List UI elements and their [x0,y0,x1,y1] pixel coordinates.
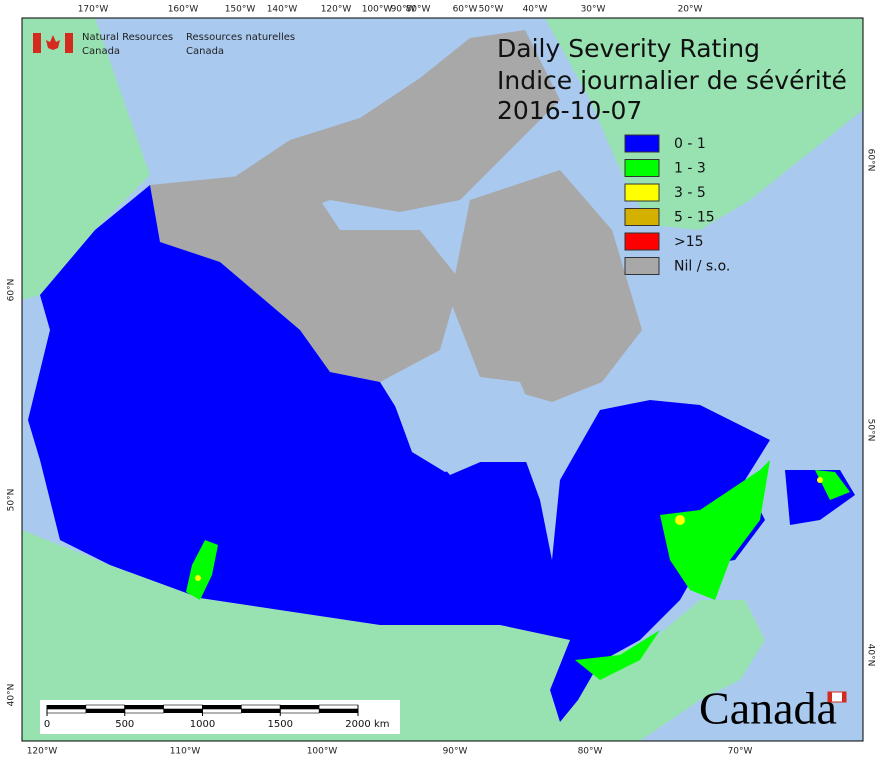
title: 2016-10-07 [497,96,642,125]
legend-swatch [624,257,660,275]
wordmark-text: Canada [699,683,837,734]
yellow-spot [675,515,685,525]
legend-swatch [624,134,660,153]
baffin [450,170,642,402]
nrcan-logo: Natural Resources Canada Ressources natu… [33,32,295,57]
scale-segment [280,705,320,709]
scale-label: 1500 [268,719,293,730]
on-green [575,630,660,680]
title: Daily Severity Rating [497,34,760,63]
graticule-label: 60°N [866,149,876,172]
graticule-label: 160°W [168,5,199,15]
frame [21,17,864,742]
legend-swatch [624,208,660,226]
scale-label: 2000 [345,719,370,730]
graticule-label: 50°N [7,489,17,512]
graticule-label: 20°W [678,5,703,15]
graticule-label: 60°W [453,5,478,15]
scale-segment [318,704,359,710]
graticule-label: 50°W [479,5,504,15]
org-fr: Ressources naturelles [186,32,295,43]
legend-label: >15 [674,234,704,250]
wordmark: Canada [699,683,847,734]
scale-segment [319,709,358,713]
org-en: Canada [82,46,120,57]
graticule-label: 120°W [321,5,352,15]
scale-segment [279,708,320,714]
legend-label: Nil / s.o. [674,259,730,275]
ab-green [186,540,218,600]
legend: 0 - 1 1 - 3 3 - 5 5 - 15 >15 Nil / s.o. [624,134,730,275]
graticule-label: 90°W [443,747,468,757]
scale-segment [47,705,86,709]
scale-bar: 0 500 1000 1500 2000 km [44,704,390,730]
graticule-label: 170°W [78,5,109,15]
legend-label: 0 - 1 [674,136,706,152]
scale-segment [202,708,242,714]
maple-leaf [46,35,60,50]
yellow-spot [195,575,201,581]
legend-swatch [624,183,660,202]
title: Indice journalier de sévérité [497,66,847,95]
graticule-label: 140°W [267,5,298,15]
scale-segment [241,709,281,713]
graticule-label: 70°W [728,747,753,757]
graticule-label: 90°W [391,5,416,15]
graticule-label: 40°N [7,684,17,707]
scale-label: 1000 [190,719,215,730]
scale-label: 500 [115,719,134,730]
graticule-label: 100°W [307,747,338,757]
canada-active [28,185,770,722]
graticule-label: 150°W [225,5,256,15]
scale-segment [163,709,203,713]
arctic-islands [230,30,560,222]
scale-label: 0 [44,719,50,730]
legend-swatch [624,159,660,177]
legend-label: 5 - 15 [674,210,715,226]
org-fr: Canada [186,46,224,57]
legend-label: 1 - 3 [674,161,706,177]
flag-bar [33,33,41,53]
scale-segment [202,705,242,709]
qc-green [660,460,770,600]
graticule-label: 40°W [523,5,548,15]
graticule-label: 110°W [170,747,201,757]
graticule-label: 60°N [7,279,17,302]
scale-segment [85,704,126,710]
graticule: 170°W 160°W 150°W 140°W 120°W 100°W90°W80°W 60… [7,5,876,757]
graticule-label: 120°W [27,747,58,757]
graticule-label: 100°W [362,5,393,15]
scale-segment [124,708,164,714]
alaska [22,18,150,300]
graticule-label: 80°W [406,5,431,15]
north-mainland [150,170,460,382]
scale-segment [46,708,87,714]
graticule-label: 40°N [866,644,876,667]
flag-bar [842,692,846,702]
legend-swatch [624,232,660,251]
flag-bar [828,692,832,702]
graticule-label: 50°N [866,419,876,442]
hudson-bay [390,372,552,500]
scale-segment [85,709,125,713]
scale-segment [241,704,281,710]
scale-segment [124,705,164,709]
scale-segment [163,704,203,710]
graticule-label: 30°W [581,5,606,15]
flag-bar [65,33,73,53]
scale-unit: km [374,719,390,730]
nfld-green [815,470,850,500]
graticule-label: 80°W [578,747,603,757]
legend-label: 3 - 5 [674,185,706,201]
org-en: Natural Resources [82,32,173,43]
yellow-spot [817,477,823,483]
map-body [22,18,863,741]
